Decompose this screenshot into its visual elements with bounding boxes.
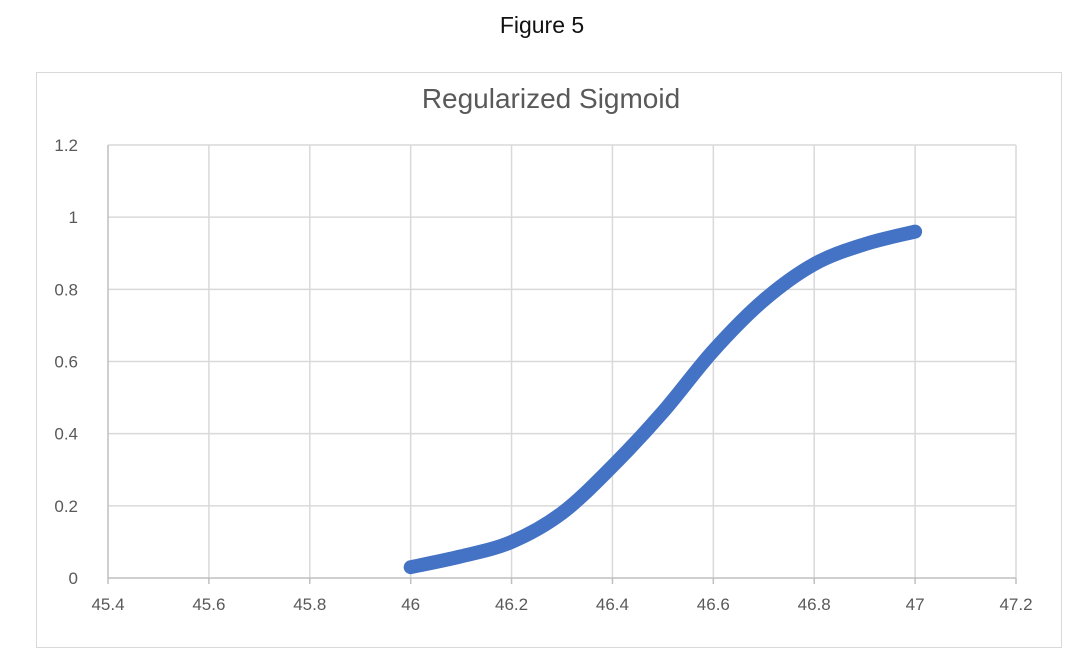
data-point	[605, 459, 619, 473]
data-point	[757, 293, 771, 307]
x-tick-label: 45.8	[293, 595, 326, 614]
y-tick-label: 1.2	[54, 136, 78, 155]
x-tick-label: 45.4	[91, 595, 124, 614]
y-tick-label: 1	[69, 208, 78, 227]
chart-frame: Regularized Sigmoid 45.4 45.6 45.8 46 46.2 46…	[36, 72, 1062, 648]
y-tick-label: 0.4	[54, 425, 78, 444]
data-point	[555, 506, 569, 520]
x-tick-label: 46	[401, 595, 420, 614]
y-tick-label: 0.8	[54, 280, 78, 299]
chart-title: Regularized Sigmoid	[422, 83, 680, 114]
gridlines	[108, 144, 1017, 578]
x-tick-label: 46.8	[798, 595, 831, 614]
y-tick-label: 0.2	[54, 497, 78, 516]
data-point	[404, 560, 418, 574]
x-tick-label: 47.2	[999, 595, 1032, 614]
x-tick-label: 47	[906, 595, 925, 614]
data-point	[807, 257, 821, 271]
y-tick-label: 0	[69, 569, 78, 588]
x-tick-label: 46.6	[697, 595, 730, 614]
tick-labels: 45.4 45.6 45.8 46 46.2 46.4 46.6 46.8 47 47.2 0 0.2…	[54, 136, 1032, 614]
x-tick-label: 46.2	[495, 595, 528, 614]
data-point	[454, 549, 468, 563]
data-point	[706, 344, 720, 358]
data-point	[858, 237, 872, 251]
data-point	[656, 405, 670, 419]
sigmoid-chart: Regularized Sigmoid 45.4 45.6 45.8 46 46.2 46…	[54, 83, 1032, 614]
x-tick-label: 45.6	[192, 595, 225, 614]
figure-caption: Figure 5	[499, 12, 585, 38]
x-tick-label: 46.4	[596, 595, 629, 614]
axes	[107, 145, 1017, 584]
sigmoid-series-line	[403, 224, 923, 575]
series-layer	[403, 224, 923, 575]
data-point	[505, 535, 519, 549]
data-point	[908, 225, 922, 239]
y-tick-label: 0.6	[54, 353, 78, 372]
